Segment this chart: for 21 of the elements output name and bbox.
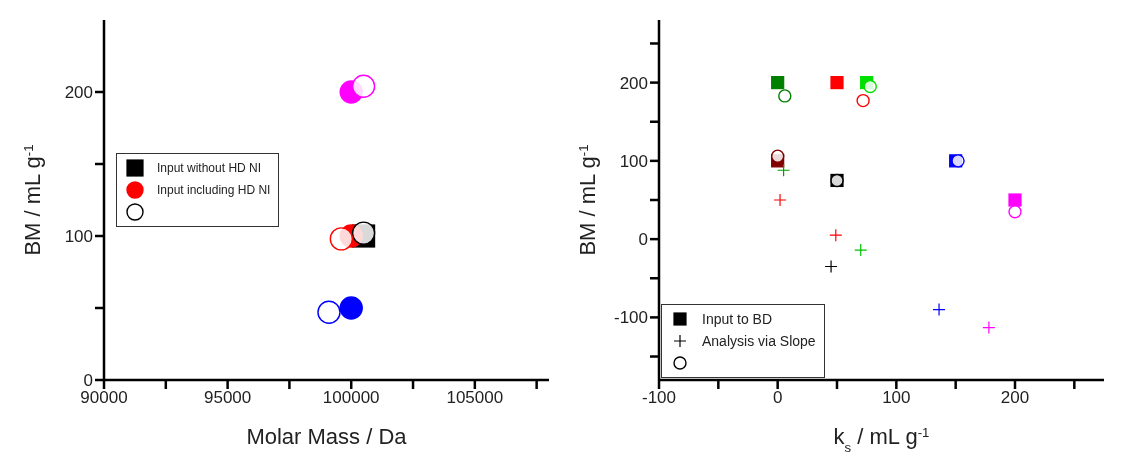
x-tick-label: 100 [882, 388, 911, 408]
x-tick-label: 105000 [446, 388, 504, 408]
x-axis-title: k$_{s}$ / mL g$^{-1}$ [833, 424, 930, 455]
y-tick-label: 100 [64, 227, 93, 247]
y-tick-label: 200 [64, 83, 93, 103]
y-tick-label: -100 [613, 308, 648, 328]
y-tick-label: 0 [83, 371, 93, 391]
legend-label: Input to BD [702, 311, 773, 327]
y-tick-label: 200 [619, 73, 648, 93]
legend-label: Input without HD NI [157, 161, 262, 176]
x-tick-label: -100 [641, 388, 677, 408]
x-tick-label: 100000 [322, 388, 380, 408]
y-tick-label: 0 [638, 230, 648, 250]
legend-label: Analysis via Slope [702, 333, 816, 349]
y-tick-label: 100 [619, 151, 648, 171]
legend-label: Input including HD NI [157, 183, 271, 198]
x-tick-label: 0 [772, 388, 783, 408]
x-axis-title: Molar Mass / Da [246, 424, 408, 449]
x-tick-label: 95000 [203, 388, 252, 408]
x-tick-label: 200 [1000, 388, 1030, 408]
x-tick-label: 90000 [80, 388, 128, 408]
